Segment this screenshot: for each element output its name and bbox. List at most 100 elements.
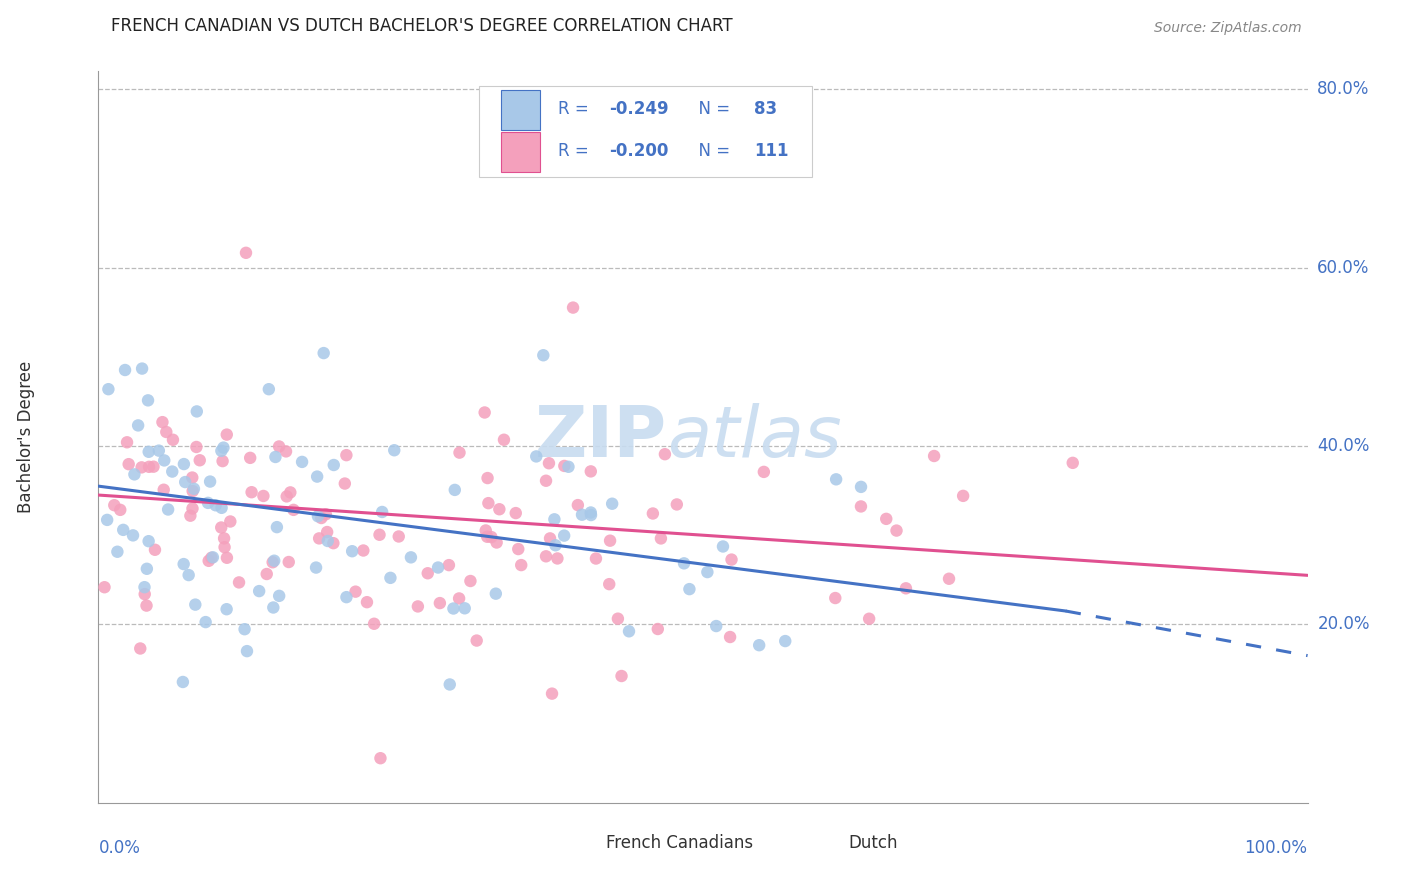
Point: [508, 542, 530, 557]
Point: [477, 530, 499, 544]
Point: [198, 475, 221, 489]
Point: [600, 497, 623, 511]
Point: [114, 363, 136, 377]
Point: [673, 557, 696, 571]
Point: [209, 443, 232, 458]
Point: [335, 590, 357, 604]
Point: [240, 485, 263, 500]
Point: [194, 615, 217, 629]
Point: [143, 542, 166, 557]
Point: [543, 512, 565, 526]
Point: [264, 450, 287, 464]
Point: [894, 582, 917, 596]
Point: [131, 460, 153, 475]
Point: [153, 453, 176, 467]
Point: [322, 458, 344, 472]
Text: 83: 83: [754, 101, 778, 119]
Point: [96, 513, 118, 527]
Point: [129, 641, 152, 656]
Point: [162, 433, 184, 447]
Point: [553, 528, 575, 542]
Point: [247, 584, 270, 599]
Point: [181, 470, 204, 484]
Point: [510, 558, 533, 573]
Text: atlas: atlas: [666, 402, 841, 472]
Point: [505, 506, 527, 520]
Point: [127, 418, 149, 433]
Point: [152, 415, 174, 429]
Point: [135, 562, 157, 576]
Point: [201, 550, 224, 565]
Point: [262, 555, 284, 569]
Point: [124, 467, 146, 482]
Point: [449, 591, 471, 606]
Point: [399, 550, 422, 565]
Point: [262, 600, 284, 615]
Point: [186, 440, 208, 454]
Point: [212, 441, 235, 455]
Point: [538, 532, 561, 546]
Point: [585, 551, 607, 566]
Point: [544, 538, 567, 552]
Point: [152, 483, 174, 497]
FancyBboxPatch shape: [479, 86, 811, 178]
Point: [922, 449, 945, 463]
Point: [562, 301, 585, 315]
Point: [252, 489, 274, 503]
Point: [678, 582, 700, 596]
Point: [534, 549, 557, 564]
Point: [477, 471, 499, 485]
Point: [266, 520, 288, 534]
Point: [938, 572, 960, 586]
Text: R =: R =: [558, 143, 593, 161]
Point: [718, 630, 741, 644]
Point: [380, 571, 402, 585]
Text: R =: R =: [558, 101, 593, 119]
Point: [197, 554, 219, 568]
Point: [257, 382, 280, 396]
Point: [567, 498, 589, 512]
Bar: [501, 90, 540, 130]
Point: [204, 498, 226, 512]
Point: [382, 443, 405, 458]
Point: [437, 558, 460, 573]
Point: [135, 599, 157, 613]
Point: [752, 465, 775, 479]
Point: [492, 433, 515, 447]
Point: [155, 425, 177, 439]
Point: [219, 515, 242, 529]
Point: [875, 512, 897, 526]
Point: [256, 567, 278, 582]
Point: [209, 520, 232, 534]
Point: [138, 459, 160, 474]
Point: [138, 444, 160, 458]
Point: [952, 489, 974, 503]
Point: [665, 498, 688, 512]
Point: [157, 502, 180, 516]
Point: [333, 476, 356, 491]
Point: [849, 480, 872, 494]
Point: [546, 551, 568, 566]
Point: [211, 500, 233, 515]
Point: [488, 502, 510, 516]
Point: [537, 456, 560, 470]
Point: [131, 361, 153, 376]
Point: [277, 555, 299, 569]
Point: [531, 348, 554, 362]
Point: [479, 530, 502, 544]
Point: [474, 405, 496, 419]
Point: [112, 523, 135, 537]
Point: [773, 634, 796, 648]
Point: [485, 535, 508, 549]
Point: [641, 507, 664, 521]
Point: [316, 533, 339, 548]
Point: [370, 751, 392, 765]
Point: [177, 568, 200, 582]
Point: [142, 459, 165, 474]
Point: [115, 435, 138, 450]
Point: [283, 503, 305, 517]
Point: [599, 533, 621, 548]
Point: [711, 540, 734, 554]
Point: [162, 465, 184, 479]
Point: [173, 557, 195, 571]
